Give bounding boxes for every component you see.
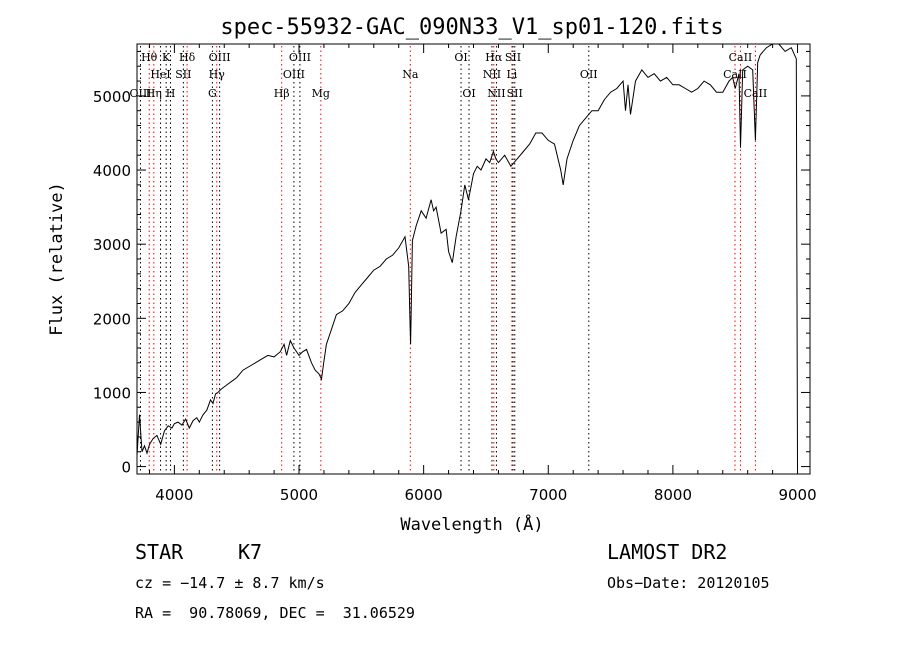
x-axis-label: Wavelength (Å): [400, 513, 543, 535]
marker-label-10: G: [208, 87, 217, 100]
marker-label-23: SII: [507, 87, 523, 100]
marker-label-9: Hγ: [209, 68, 226, 81]
chart-title: spec-55932-GAC_090N33_V1_sp01-120.fits: [220, 15, 723, 40]
marker-label-24: OII: [580, 68, 598, 81]
x-tick-label-1: 5000: [280, 486, 318, 504]
marker-label-19: Hα: [485, 51, 503, 64]
y-axis: 0 1000 2000 3000 4000 5000: [93, 50, 810, 477]
marker-label-27: CaII: [744, 87, 768, 100]
y-tick-label-0: 0: [121, 459, 131, 477]
spectral-subclass: K7: [238, 540, 263, 564]
spectrum-series-line: [136, 43, 798, 467]
survey-name: LAMOST DR2: [607, 540, 728, 564]
marker-label-4: K: [162, 51, 171, 64]
marker-label-18: NII: [483, 68, 501, 81]
marker-label-2: Hη: [146, 87, 162, 100]
marker-label-11: Hβ: [274, 87, 290, 100]
x-tick-label-2: 6000: [405, 486, 443, 504]
marker-label-1: OIII: [129, 87, 151, 100]
plot-frame: [136, 43, 811, 475]
redshift-velocity: cz = −14.7 ± 8.7 km/s: [135, 574, 325, 592]
marker-label-22: Li: [506, 68, 517, 81]
marker-label-16: OI: [454, 51, 467, 64]
x-tick-label-4: 8000: [654, 486, 692, 504]
marker-label-5: SII: [175, 68, 191, 81]
marker-label-14: Mg: [312, 87, 330, 100]
marker-label-13: OIII: [289, 51, 311, 64]
marker-label-0: Hθ: [141, 51, 158, 64]
x-tick-label-0: 4000: [155, 486, 193, 504]
y-tick-label-3: 3000: [93, 236, 131, 254]
y-tick-label-4: 4000: [93, 162, 131, 180]
y-tick-label-5: 5000: [93, 88, 131, 106]
x-axis: 4000 5000 6000 7000 8000 9000: [148, 44, 817, 504]
marker-label-3: HeI: [150, 68, 170, 81]
y-axis-label: Flux (relative): [47, 182, 67, 336]
marker-label-12: OIII: [283, 68, 305, 81]
marker-label-20: NII: [487, 87, 505, 100]
object-type: STAR: [135, 540, 184, 564]
observation-date: Obs−Date: 20120105: [607, 574, 770, 592]
x-tick-label-3: 7000: [529, 486, 567, 504]
coordinates: RA = 90.78069, DEC = 31.06529: [135, 604, 415, 622]
marker-label-17: OI: [462, 87, 475, 100]
marker-label-15: Na: [402, 68, 419, 81]
marker-label-8: OIII: [209, 51, 231, 64]
marker-label-21: SII: [505, 51, 521, 64]
marker-label-7: Hδ: [179, 51, 196, 64]
x-tick-label-5: 9000: [778, 486, 816, 504]
marker-label-6: H: [166, 87, 176, 100]
marker-label-26: CaII: [729, 51, 753, 64]
y-tick-label-1: 1000: [93, 384, 131, 402]
y-tick-label-2: 2000: [93, 310, 131, 328]
